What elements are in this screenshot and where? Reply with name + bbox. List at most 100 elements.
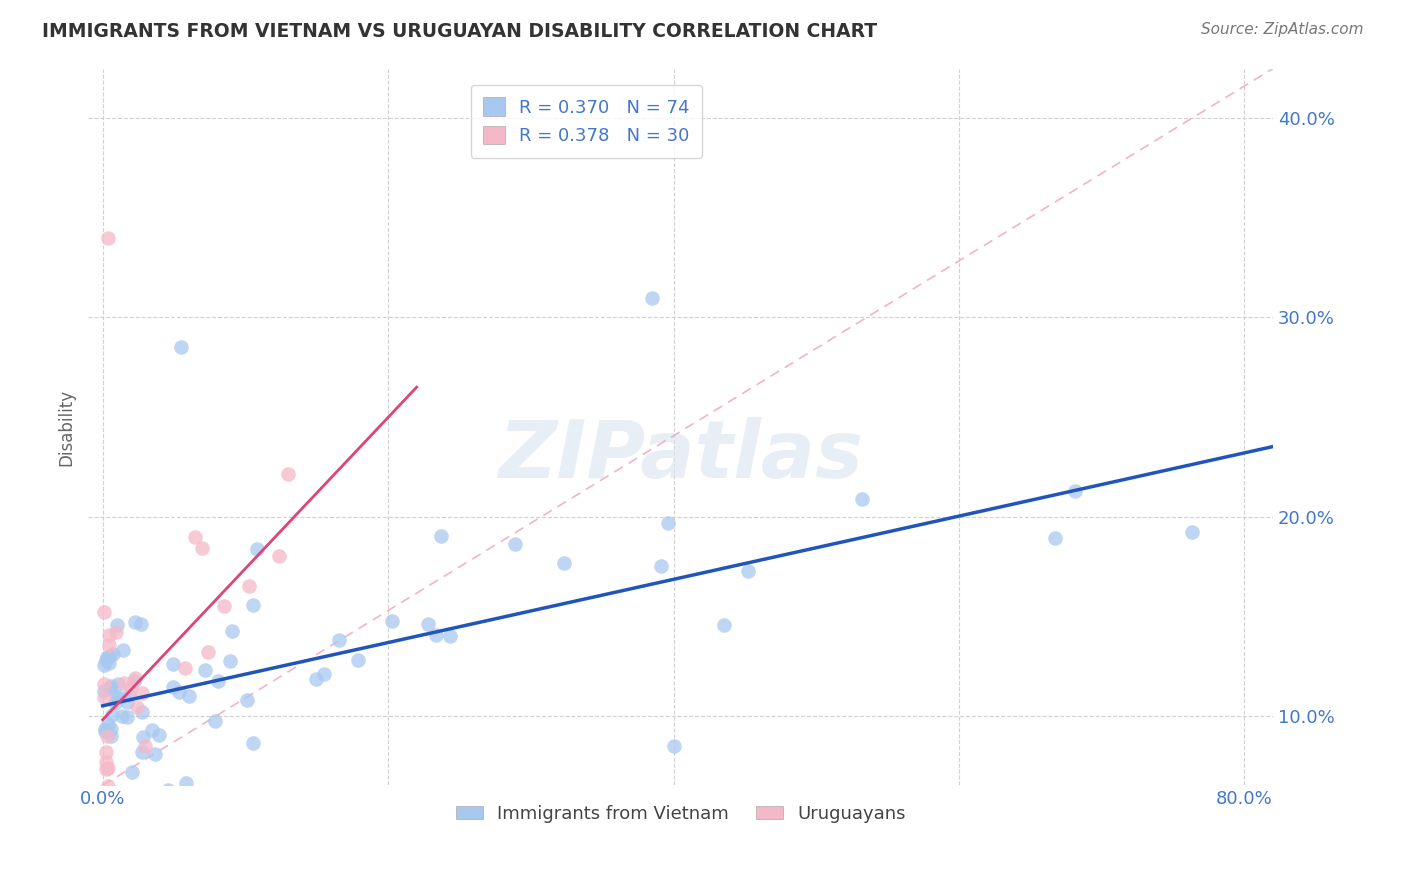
Point (112, 676, 135, 690)
Point (94, 762, 117, 776)
Point (93, 797, 115, 811)
Point (115, 695, 138, 709)
Point (134, 739, 156, 754)
Point (111, 709, 134, 723)
Point (191, 541, 214, 556)
Text: IMMIGRANTS FROM VIETNAM VS URUGUAYAN DISABILITY CORRELATION CHART: IMMIGRANTS FROM VIETNAM VS URUGUAYAN DIS… (42, 22, 877, 41)
Point (170, 340, 193, 354)
Point (107, 690, 129, 705)
Point (94, 745, 117, 759)
Point (96, 755, 118, 769)
Point (430, 529, 453, 543)
Point (93, 677, 115, 691)
Point (96, 649, 118, 664)
Point (238, 579, 260, 593)
Point (162, 657, 184, 672)
Point (131, 730, 153, 744)
Text: ZIPatlas: ZIPatlas (498, 417, 863, 495)
Point (132, 820, 155, 834)
Point (100, 679, 122, 693)
Point (97, 788, 120, 802)
Point (347, 653, 370, 667)
Point (277, 467, 299, 482)
Point (97, 628, 120, 642)
Point (304, 672, 326, 686)
Point (141, 723, 163, 737)
Point (101, 707, 124, 722)
Point (97, 779, 120, 793)
Point (131, 745, 153, 759)
Point (650, 559, 672, 574)
Point (416, 617, 439, 632)
Point (105, 617, 128, 632)
Point (93, 605, 115, 619)
Point (97, 231, 120, 245)
Point (111, 643, 134, 657)
Point (425, 628, 447, 642)
Legend: Immigrants from Vietnam, Uruguayans: Immigrants from Vietnam, Uruguayans (449, 797, 912, 830)
Point (174, 775, 197, 789)
Point (121, 765, 143, 780)
Point (439, 629, 461, 643)
Point (194, 663, 217, 677)
Point (129, 616, 152, 631)
Point (553, 557, 575, 571)
Point (93, 683, 115, 698)
Point (96, 729, 118, 743)
Point (93, 690, 115, 704)
Point (98, 657, 121, 671)
Point (242, 736, 264, 750)
Point (184, 529, 207, 543)
Point (381, 614, 404, 628)
Y-axis label: Disability: Disability (58, 388, 75, 466)
Point (124, 671, 146, 685)
Point (98, 794, 121, 808)
Point (100, 722, 122, 736)
Point (219, 654, 242, 668)
Point (657, 516, 679, 530)
Point (1063, 483, 1085, 498)
Point (641, 291, 664, 305)
Point (1043, 532, 1066, 546)
Point (125, 699, 148, 714)
Point (104, 696, 127, 710)
Point (101, 647, 124, 661)
Point (204, 714, 226, 728)
Point (94, 652, 117, 666)
Point (212, 599, 235, 614)
Point (246, 541, 269, 556)
Point (328, 633, 350, 648)
Point (174, 661, 197, 675)
Point (94, 722, 117, 736)
Point (107, 677, 129, 691)
Point (117, 709, 139, 723)
Point (93, 724, 115, 739)
Point (97, 717, 120, 731)
Point (98, 648, 121, 663)
Point (131, 706, 153, 720)
Point (269, 549, 291, 563)
Point (162, 680, 184, 694)
Point (851, 491, 873, 506)
Text: Source: ZipAtlas.com: Source: ZipAtlas.com (1201, 22, 1364, 37)
Point (148, 728, 170, 742)
Point (167, 685, 190, 699)
Point (118, 689, 141, 703)
Point (177, 689, 200, 703)
Point (312, 666, 335, 681)
Point (124, 615, 146, 629)
Point (197, 645, 219, 659)
Point (131, 686, 153, 700)
Point (97, 762, 120, 776)
Point (93, 658, 115, 673)
Point (713, 618, 735, 632)
Point (122, 674, 145, 689)
Point (100, 729, 122, 743)
Point (104, 625, 127, 640)
Point (145, 747, 167, 761)
Point (207, 674, 229, 689)
Point (737, 564, 759, 578)
Point (503, 537, 526, 551)
Point (662, 739, 685, 753)
Point (107, 691, 129, 706)
